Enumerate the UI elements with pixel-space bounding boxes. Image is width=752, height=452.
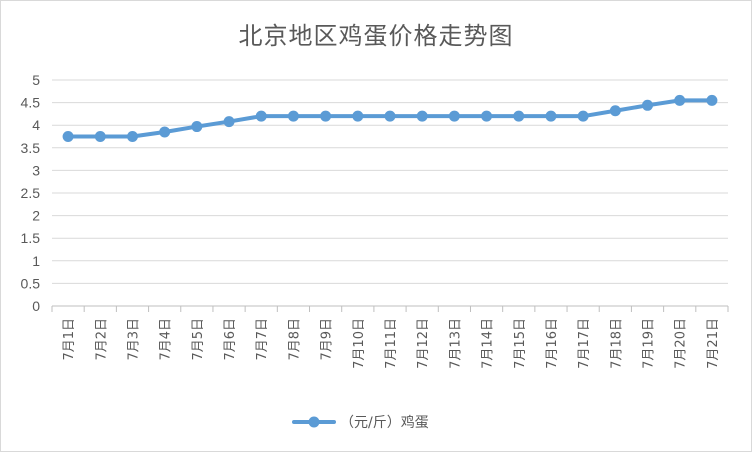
x-tick-label: 7月2日 — [94, 318, 109, 361]
x-tick-label: 7月13日 — [448, 318, 463, 369]
x-tick-label: 7月1日 — [62, 318, 77, 361]
y-tick-label: 1 — [32, 253, 40, 269]
y-tick-label: 5 — [32, 72, 40, 88]
data-point — [94, 131, 106, 142]
x-tick-label: 7月7日 — [255, 318, 270, 361]
x-tick-label: 7月3日 — [126, 318, 141, 361]
x-tick-label: 7月10日 — [352, 318, 367, 369]
data-point — [642, 99, 654, 111]
x-tick-label: 7月17日 — [577, 318, 592, 369]
data-point — [577, 110, 589, 122]
x-tick-label: 7月14日 — [481, 318, 496, 369]
x-tick-label: 7月20日 — [674, 318, 689, 369]
y-tick-label: 2 — [32, 208, 40, 224]
data-point — [448, 110, 460, 122]
data-point — [384, 110, 396, 122]
x-tick-label: 7月5日 — [191, 318, 206, 361]
data-point — [513, 110, 525, 122]
data-point — [352, 110, 364, 122]
x-tick-label: 7月11日 — [384, 318, 399, 369]
y-tick-label: 1.5 — [21, 230, 41, 246]
data-point — [191, 121, 203, 133]
data-point — [545, 110, 557, 122]
x-tick-label: 7月6日 — [223, 318, 238, 361]
data-point — [255, 110, 267, 122]
x-tick-label: 7月12日 — [416, 318, 431, 369]
y-tick-label: 3.5 — [21, 140, 41, 156]
data-point — [320, 110, 332, 122]
x-tick-label: 7月15日 — [513, 318, 528, 369]
data-point — [481, 110, 493, 122]
y-tick-label: 0.5 — [21, 275, 41, 291]
data-point — [674, 94, 686, 106]
legend-label: （元/斤）鸡蛋 — [340, 414, 429, 431]
data-point — [416, 110, 428, 122]
data-point — [126, 131, 138, 142]
x-tick-label: 7月9日 — [320, 318, 335, 361]
data-point — [159, 126, 171, 138]
y-tick-label: 4 — [32, 117, 40, 133]
data-point — [223, 116, 235, 128]
y-tick-label: 3 — [32, 162, 40, 178]
x-tick-label: 7月4日 — [159, 318, 174, 361]
data-point — [609, 105, 621, 117]
data-point — [287, 110, 299, 122]
x-tick-label: 7月21日 — [706, 318, 721, 369]
legend-marker — [308, 416, 320, 428]
x-tick-label: 7月8日 — [287, 318, 302, 361]
x-tick-label: 7月19日 — [642, 318, 657, 369]
x-tick-label: 7月18日 — [609, 318, 624, 369]
y-tick-label: 4.5 — [21, 95, 41, 111]
y-tick-label: 2.5 — [21, 185, 41, 201]
data-point — [62, 131, 74, 142]
y-tick-label: 0 — [32, 298, 40, 314]
chart-title: 北京地区鸡蛋价格走势图 — [238, 22, 514, 50]
x-tick-label: 7月16日 — [545, 318, 560, 369]
data-point — [706, 94, 718, 106]
